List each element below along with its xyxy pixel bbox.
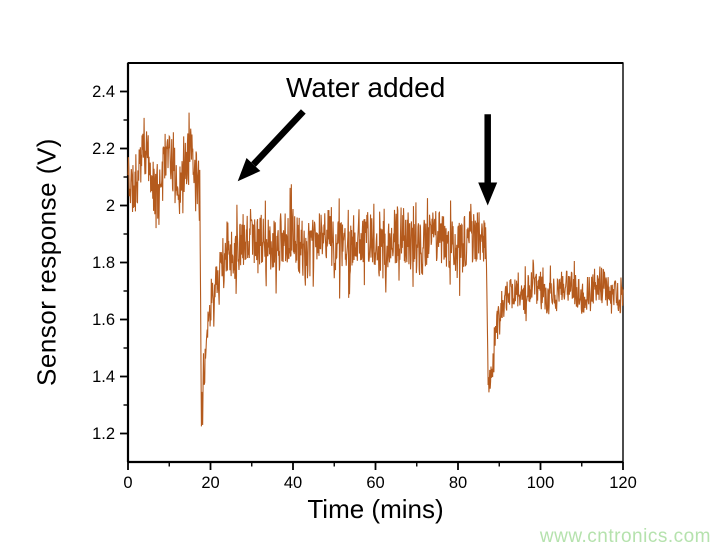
annotation-water-added: Water added xyxy=(286,72,446,103)
x-tick-label: 100 xyxy=(527,474,555,492)
y-tick-label: 2.4 xyxy=(92,83,115,101)
watermark: www.cntronics.com xyxy=(539,526,711,547)
y-tick-label: 1.8 xyxy=(92,254,115,272)
annotation-arrows xyxy=(237,109,498,206)
x-tick-label: 0 xyxy=(123,474,132,492)
sensor-response-trace xyxy=(127,112,624,427)
y-tick-label: 1.2 xyxy=(92,425,115,443)
x-tick-label: 60 xyxy=(366,474,384,492)
water-added-arrow-1-head xyxy=(237,158,261,182)
y-tick-label: 2.2 xyxy=(92,140,115,158)
y-axis-title: Sensor response (V) xyxy=(31,138,62,386)
x-axis-major-ticks xyxy=(127,462,624,470)
y-tick-label: 1.4 xyxy=(92,368,115,386)
x-tick-label: 120 xyxy=(609,474,637,492)
water-added-arrow-1 xyxy=(251,109,306,167)
x-tick-label: 40 xyxy=(284,474,302,492)
y-axis-tick-labels: 1.2 1.4 1.6 1.8 2 2.2 2.4 xyxy=(92,83,115,443)
x-axis-title: Time (mins) xyxy=(307,494,444,524)
x-axis-tick-labels: 0 20 40 60 80 100 120 xyxy=(123,474,636,492)
y-axis-major-ticks xyxy=(120,90,128,435)
x-tick-label: 20 xyxy=(201,474,219,492)
y-tick-label: 1.6 xyxy=(92,311,115,329)
water-added-arrow-2-head xyxy=(478,182,498,206)
x-tick-label: 80 xyxy=(449,474,467,492)
plot-frame xyxy=(126,62,624,464)
y-tick-label: 2 xyxy=(106,197,115,215)
